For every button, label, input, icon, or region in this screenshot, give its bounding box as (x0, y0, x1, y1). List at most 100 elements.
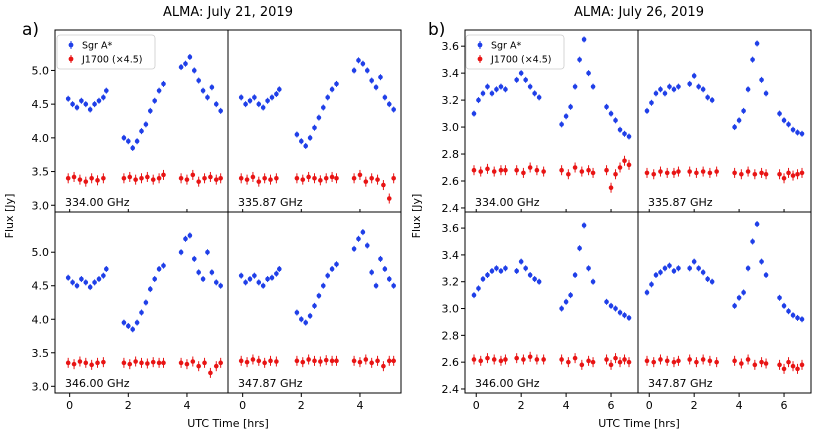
sgra-point (523, 266, 528, 271)
j1700-point (375, 358, 380, 364)
sgra-point (134, 320, 140, 325)
sgra-point (265, 98, 270, 104)
sgra-point (799, 131, 805, 137)
j1700-point (478, 169, 484, 174)
sgra-point (200, 88, 206, 93)
j1700-point (196, 179, 201, 184)
j1700-point (89, 175, 94, 181)
sgra-point (572, 272, 578, 278)
sgra-point (320, 105, 326, 110)
sgra-point (644, 108, 650, 114)
y-tick-label: 2.8 (442, 329, 460, 342)
sgra-point (121, 320, 127, 325)
sgra-point (205, 95, 210, 100)
j1700-point (156, 360, 162, 366)
sgra-point (590, 84, 596, 89)
sgra-point (329, 266, 335, 272)
sgra-point (563, 299, 569, 305)
j1700-point (613, 355, 618, 361)
sgra-point (514, 77, 519, 83)
x-tick-label: 0 (473, 399, 480, 412)
sgra-point (356, 58, 361, 63)
panel-frequency-label: 335.87 GHz (238, 196, 303, 209)
sgra-point (613, 306, 618, 311)
figure-b-xlabel: UTC Time [hrs] (598, 417, 680, 430)
sgra-point (781, 303, 787, 309)
sgra-point (364, 68, 370, 73)
sgra-point (256, 280, 262, 285)
sgra-point (130, 145, 136, 151)
j1700-point (626, 359, 632, 365)
sgra-point (252, 273, 257, 278)
j1700-point (752, 171, 758, 177)
j1700-point (566, 359, 571, 365)
j1700-point (590, 170, 596, 176)
sgra-point (269, 275, 275, 280)
sgra-point (316, 293, 322, 299)
sgra-point (763, 91, 769, 96)
sgra-point (126, 323, 131, 329)
j1700-point (626, 162, 632, 168)
y-tick-label: 3.5 (32, 166, 50, 179)
sgra-point (252, 95, 257, 100)
sgra-point (386, 276, 392, 282)
y-tick-label: 2.6 (442, 175, 460, 188)
j1700-point (65, 360, 71, 366)
j1700-point (213, 363, 219, 369)
j1700-point (759, 359, 764, 365)
j1700-point (503, 167, 508, 173)
j1700-point (71, 174, 77, 180)
j1700-point (498, 167, 504, 173)
sgra-point (745, 266, 751, 271)
sgra-point (687, 81, 692, 87)
sgra-point (494, 266, 499, 271)
j1700-point (363, 179, 369, 184)
sgra-point (143, 300, 149, 305)
j1700-point (357, 359, 363, 365)
sgra-point (622, 312, 627, 318)
sgra-point (205, 249, 210, 255)
sgra-point (503, 87, 508, 92)
j1700-point (664, 170, 670, 176)
sgra-point (532, 276, 537, 282)
j1700-point (274, 359, 279, 364)
sgra-point (754, 221, 760, 227)
sgra-point (391, 107, 396, 112)
sgra-point (485, 84, 490, 89)
legend-j1700-marker (477, 56, 483, 62)
sgra-point (191, 256, 197, 262)
sgra-point (187, 54, 193, 60)
j1700-point (586, 167, 591, 173)
j1700-point (139, 360, 144, 366)
j1700-point (150, 177, 156, 182)
sgra-point (351, 68, 357, 73)
j1700-point (101, 359, 106, 365)
j1700-point (527, 354, 533, 360)
j1700-point (238, 175, 244, 181)
sgra-point (364, 243, 370, 248)
sgra-point (559, 122, 564, 127)
sgra-point (568, 292, 573, 298)
figure-b-panel-bottom-left: 2.4 2.6 2.8 3.0 3.2 3.4 3.6 0 2 4 6 346.00 GHz (442, 211, 639, 412)
sgra-point (104, 88, 109, 93)
j1700-point (651, 359, 657, 365)
j1700-point (745, 169, 751, 174)
sgra-point (799, 316, 805, 322)
sgra-point (152, 276, 157, 282)
sgra-point (260, 283, 266, 289)
sgra-point (503, 266, 508, 271)
j1700-point (381, 363, 386, 369)
j1700-point (145, 361, 150, 366)
sgra-point (586, 70, 591, 76)
j1700-point (521, 357, 526, 362)
j1700-point (485, 355, 490, 361)
j1700-point (687, 357, 692, 362)
j1700-point (329, 174, 335, 180)
j1700-point (527, 165, 533, 170)
sgra-point (74, 283, 80, 289)
j1700-point (651, 171, 657, 177)
x-tick-label: 0 (646, 399, 653, 412)
sgra-point (671, 87, 677, 92)
j1700-point (671, 359, 677, 365)
sgra-point (161, 81, 166, 87)
